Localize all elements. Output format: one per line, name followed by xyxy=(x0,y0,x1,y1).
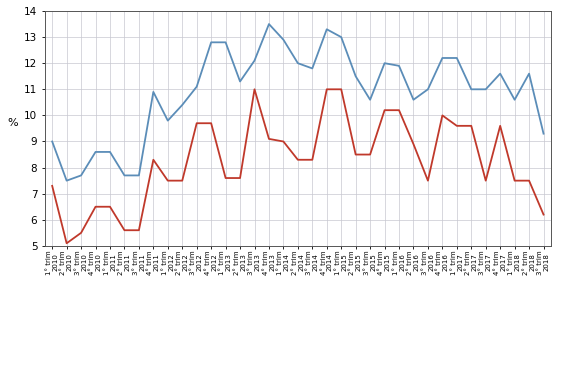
Y-axis label: %: % xyxy=(8,119,19,128)
